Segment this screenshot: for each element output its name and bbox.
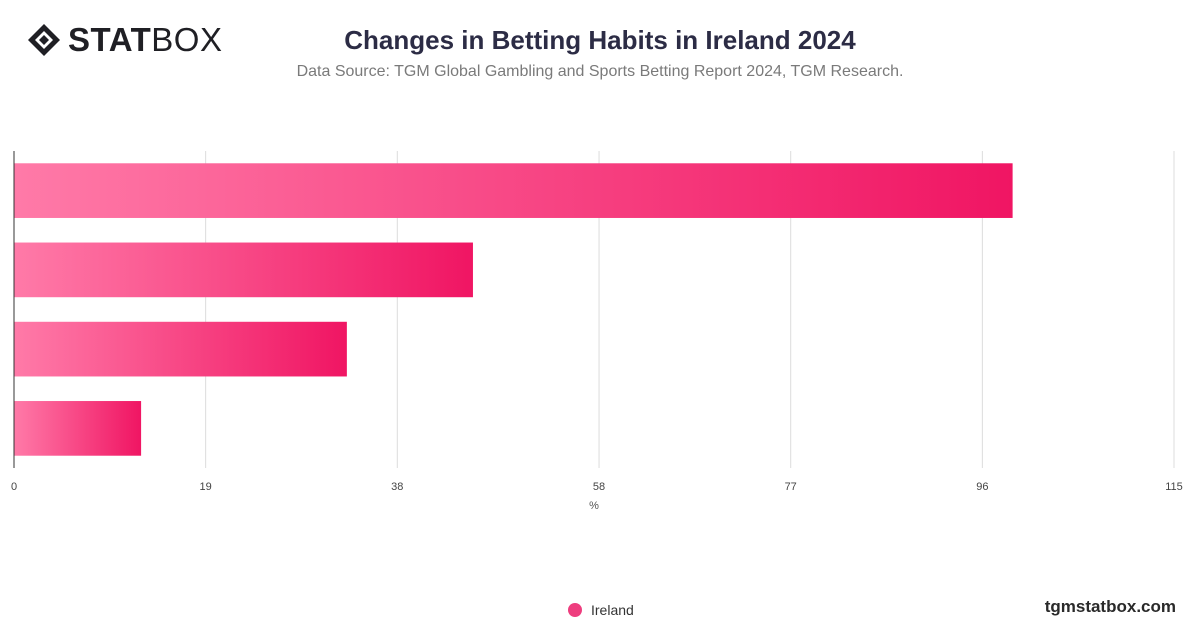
bars (14, 163, 1013, 456)
statbox-logo: STATBOX (26, 22, 222, 58)
logo-wordmark: STATBOX (68, 22, 222, 58)
x-tick-label: 19 (200, 481, 212, 493)
statbox-logo-icon (28, 24, 60, 56)
x-axis-ticks: 0 19 38 58 77 96 115 (11, 481, 1183, 493)
bar-3[interactable] (14, 321, 347, 377)
bar-2[interactable] (14, 242, 473, 298)
legend-marker (568, 603, 582, 617)
chart-subtitle: Data Source: TGM Global Gambling and Spo… (296, 63, 904, 80)
x-tick-label: 77 (785, 481, 797, 493)
bar-4[interactable] (14, 401, 142, 456)
legend[interactable]: Ireland (568, 602, 634, 618)
x-tick-label: 58 (593, 481, 605, 493)
logo-word-light: BOX (151, 21, 223, 58)
x-axis-label: % (589, 500, 599, 512)
bar-1[interactable] (14, 163, 1013, 218)
legend-label: Ireland (591, 602, 634, 618)
brand-url: tgmstatbox.com (1044, 597, 1176, 616)
x-tick-label: 96 (976, 481, 988, 493)
x-tick-label: 38 (391, 481, 403, 493)
x-tick-label: 0 (11, 481, 17, 493)
logo-word-bold: STAT (68, 21, 152, 58)
x-tick-label: 115 (1165, 481, 1183, 493)
chart-title: Changes in Betting Habits in Ireland 202… (344, 25, 856, 55)
